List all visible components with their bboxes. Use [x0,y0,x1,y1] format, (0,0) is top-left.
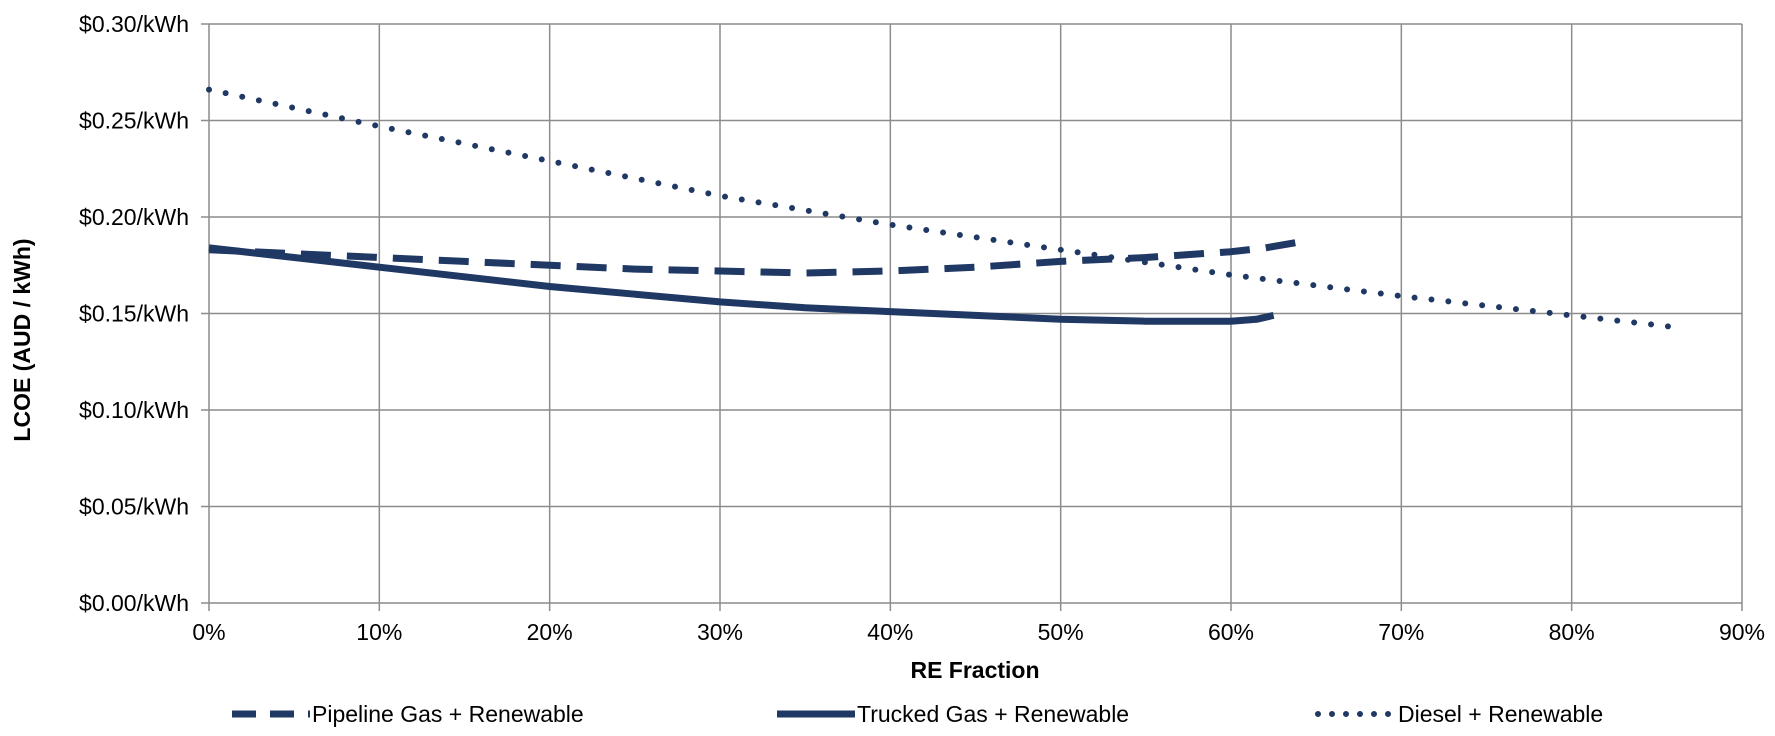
x-tick-label: 50% [1038,619,1084,645]
y-tick-label: $0.25/kWh [79,108,189,134]
y-tick-label: $0.00/kWh [79,590,189,616]
legend-label-3: Diesel + Renewable [1398,701,1603,727]
x-axis-title: RE Fraction [910,657,1039,683]
x-tick-label: 80% [1549,619,1595,645]
x-tick-label: 0% [192,619,225,645]
x-tick-label: 40% [867,619,913,645]
series-line-2 [208,244,1275,325]
y-tick-label: $0.05/kWh [79,494,189,520]
x-tick-label: 20% [527,619,573,645]
y-axis-title: LCOE (AUD / kWh) [9,238,35,441]
y-axis-ticks: $0.00/kWh $0.05/kWh $0.10/kWh $0.15/kWh $0.2… [79,11,189,616]
x-axis-ticks: 0% 10% 20% 30% 40% 50% 60% 70% 80% 90% [192,619,1765,645]
grid [201,23,1743,611]
series-line-1 [208,238,1300,277]
y-tick-label: $0.10/kWh [79,397,189,423]
legend-label-2: Trucked Gas + Renewable [857,701,1129,727]
y-tick-label: $0.20/kWh [79,204,189,230]
series-line-3 [206,86,1677,330]
x-tick-label: 10% [356,619,402,645]
legend: Pipeline Gas + Renewable Trucked Gas + Re… [232,701,1603,727]
y-tick-label: $0.30/kWh [79,11,189,37]
series [206,86,1677,330]
y-tick-label: $0.15/kWh [79,301,189,327]
legend-label-1: Pipeline Gas + Renewable [312,701,584,727]
x-tick-label: 70% [1378,619,1424,645]
x-tick-label: 30% [697,619,743,645]
x-tick-label: 60% [1208,619,1254,645]
x-tick-label: 90% [1719,619,1765,645]
